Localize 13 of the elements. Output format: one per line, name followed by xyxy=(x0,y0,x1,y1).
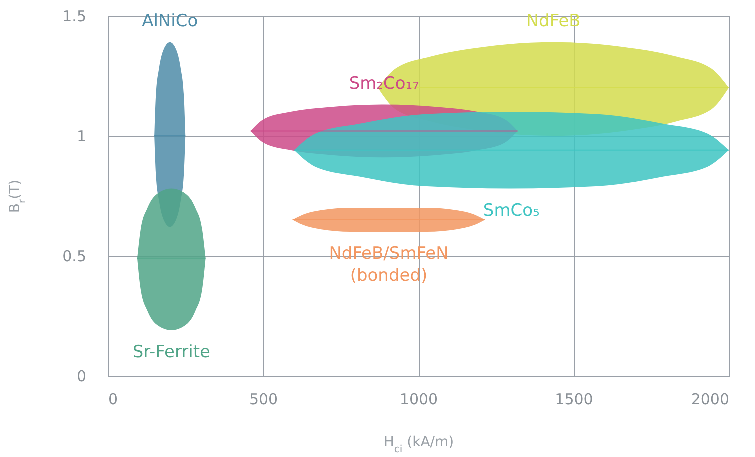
y-tick-label: 1.5 xyxy=(62,8,86,26)
x-tick-label: 0 xyxy=(108,390,118,408)
x-axis-title: H$_{ci}$ (kA/m) xyxy=(384,434,454,455)
x-tick-label: 2000 xyxy=(691,390,730,408)
y-tick-label: 0 xyxy=(76,368,86,386)
x-tick-label: 500 xyxy=(249,390,278,408)
y-tick-label: 0.5 xyxy=(62,248,86,266)
text: AlNiCo xyxy=(142,11,198,32)
text: Sr-Ferrite xyxy=(132,342,210,362)
y-tick-label: 1 xyxy=(76,128,86,146)
x-tick-label: 1000 xyxy=(400,390,438,408)
text: SmCo₅ xyxy=(483,200,540,221)
x-tick-label: 1500 xyxy=(555,390,594,408)
